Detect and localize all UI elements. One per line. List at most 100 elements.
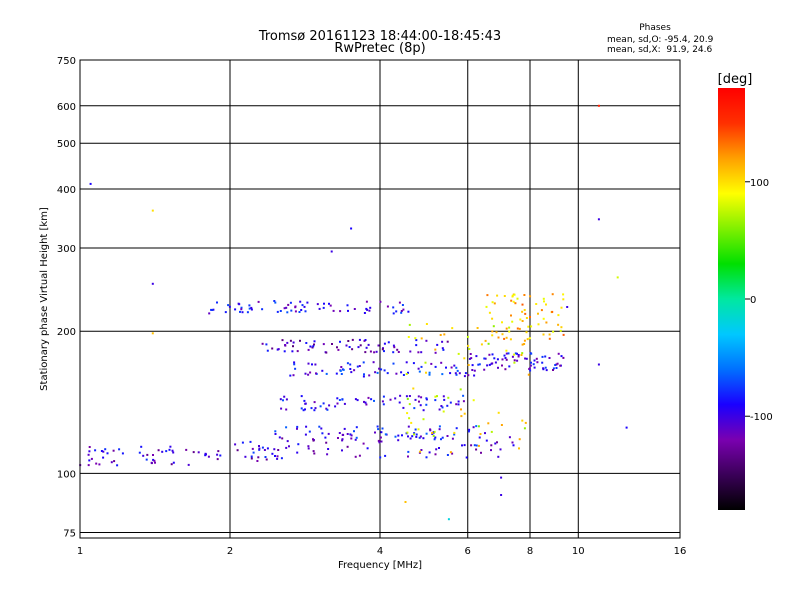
data-point: [94, 449, 97, 452]
data-point: [234, 308, 237, 311]
data-point: [511, 355, 514, 358]
data-point: [303, 305, 306, 308]
data-point: [376, 371, 379, 374]
data-point: [407, 310, 410, 313]
data-point: [407, 435, 409, 438]
data-point: [420, 396, 423, 399]
data-point: [425, 371, 427, 374]
data-point: [274, 430, 277, 433]
data-point: [276, 310, 279, 313]
data-point: [392, 306, 395, 309]
data-point: [441, 436, 444, 439]
data-point: [234, 443, 237, 446]
data-point: [321, 369, 324, 372]
data-point: [240, 308, 243, 311]
data-point: [153, 459, 156, 462]
data-point: [151, 209, 154, 212]
data-point: [399, 394, 402, 397]
data-point: [527, 373, 530, 376]
data-point: [442, 395, 445, 398]
data-point: [492, 325, 495, 328]
data-point: [350, 371, 353, 374]
data-point: [512, 300, 515, 303]
data-point: [406, 397, 409, 400]
data-point: [330, 250, 333, 253]
x-tick-label: 6: [465, 546, 471, 557]
data-point: [305, 342, 308, 344]
data-point: [274, 433, 277, 435]
data-point: [470, 357, 473, 360]
data-point: [417, 367, 420, 370]
data-point: [434, 453, 437, 456]
data-point: [420, 337, 423, 340]
data-point: [557, 323, 560, 326]
data-point: [560, 326, 563, 329]
data-point: [313, 343, 315, 346]
data-point: [169, 445, 172, 448]
data-point: [529, 316, 531, 318]
data-point: [353, 308, 356, 310]
data-point: [311, 346, 314, 349]
data-point: [309, 371, 312, 374]
data-point: [419, 450, 422, 453]
data-point: [313, 452, 316, 455]
data-point: [281, 339, 284, 342]
data-point: [501, 321, 503, 324]
colorbar-ticks: 100 0 -100: [745, 178, 773, 423]
data-point: [313, 340, 316, 343]
data-point: [246, 311, 249, 314]
data-point: [197, 451, 200, 454]
data-point: [513, 361, 516, 364]
data-point: [381, 348, 384, 351]
data-point: [625, 426, 628, 429]
data-point: [473, 444, 476, 447]
data-point: [556, 362, 559, 365]
data-point: [552, 367, 555, 370]
data-point: [397, 439, 400, 442]
data-point: [346, 433, 349, 435]
data-point: [362, 375, 365, 378]
plot-frame: [79, 59, 681, 539]
data-point: [517, 354, 520, 356]
data-point: [404, 501, 407, 503]
colorbar-tick-label: 100: [750, 178, 769, 189]
data-point: [392, 312, 395, 315]
data-point: [292, 345, 294, 348]
data-point: [503, 354, 506, 357]
data-point: [286, 311, 289, 314]
data-point: [434, 399, 437, 402]
data-point: [523, 339, 526, 342]
data-point: [239, 310, 241, 313]
data-point: [321, 432, 324, 435]
data-point: [138, 451, 141, 454]
data-point: [341, 398, 344, 401]
data-point: [89, 182, 92, 185]
data-point: [425, 456, 428, 459]
data-point: [397, 434, 400, 437]
data-point: [318, 307, 321, 310]
data-point: [511, 295, 514, 298]
data-point: [470, 444, 473, 447]
data-point: [505, 327, 508, 330]
y-tick-label: 100: [57, 469, 76, 480]
data-point: [415, 339, 418, 342]
data-point: [355, 426, 358, 429]
data-point: [523, 427, 526, 430]
data-point: [362, 442, 365, 445]
data-point: [409, 437, 412, 440]
data-point: [287, 303, 290, 306]
chart-title: Tromsø 20161123 18:44:00-18:45:43: [258, 29, 501, 44]
data-point: [325, 407, 328, 410]
data-point: [265, 458, 268, 461]
data-point: [369, 306, 372, 309]
data-point: [313, 401, 316, 404]
data-point: [433, 438, 436, 441]
data-point: [533, 359, 536, 362]
data-point: [297, 443, 300, 446]
data-point: [280, 407, 283, 410]
data-point: [497, 366, 499, 369]
data-point: [88, 459, 91, 462]
data-point: [518, 327, 521, 330]
data-point: [251, 447, 254, 450]
